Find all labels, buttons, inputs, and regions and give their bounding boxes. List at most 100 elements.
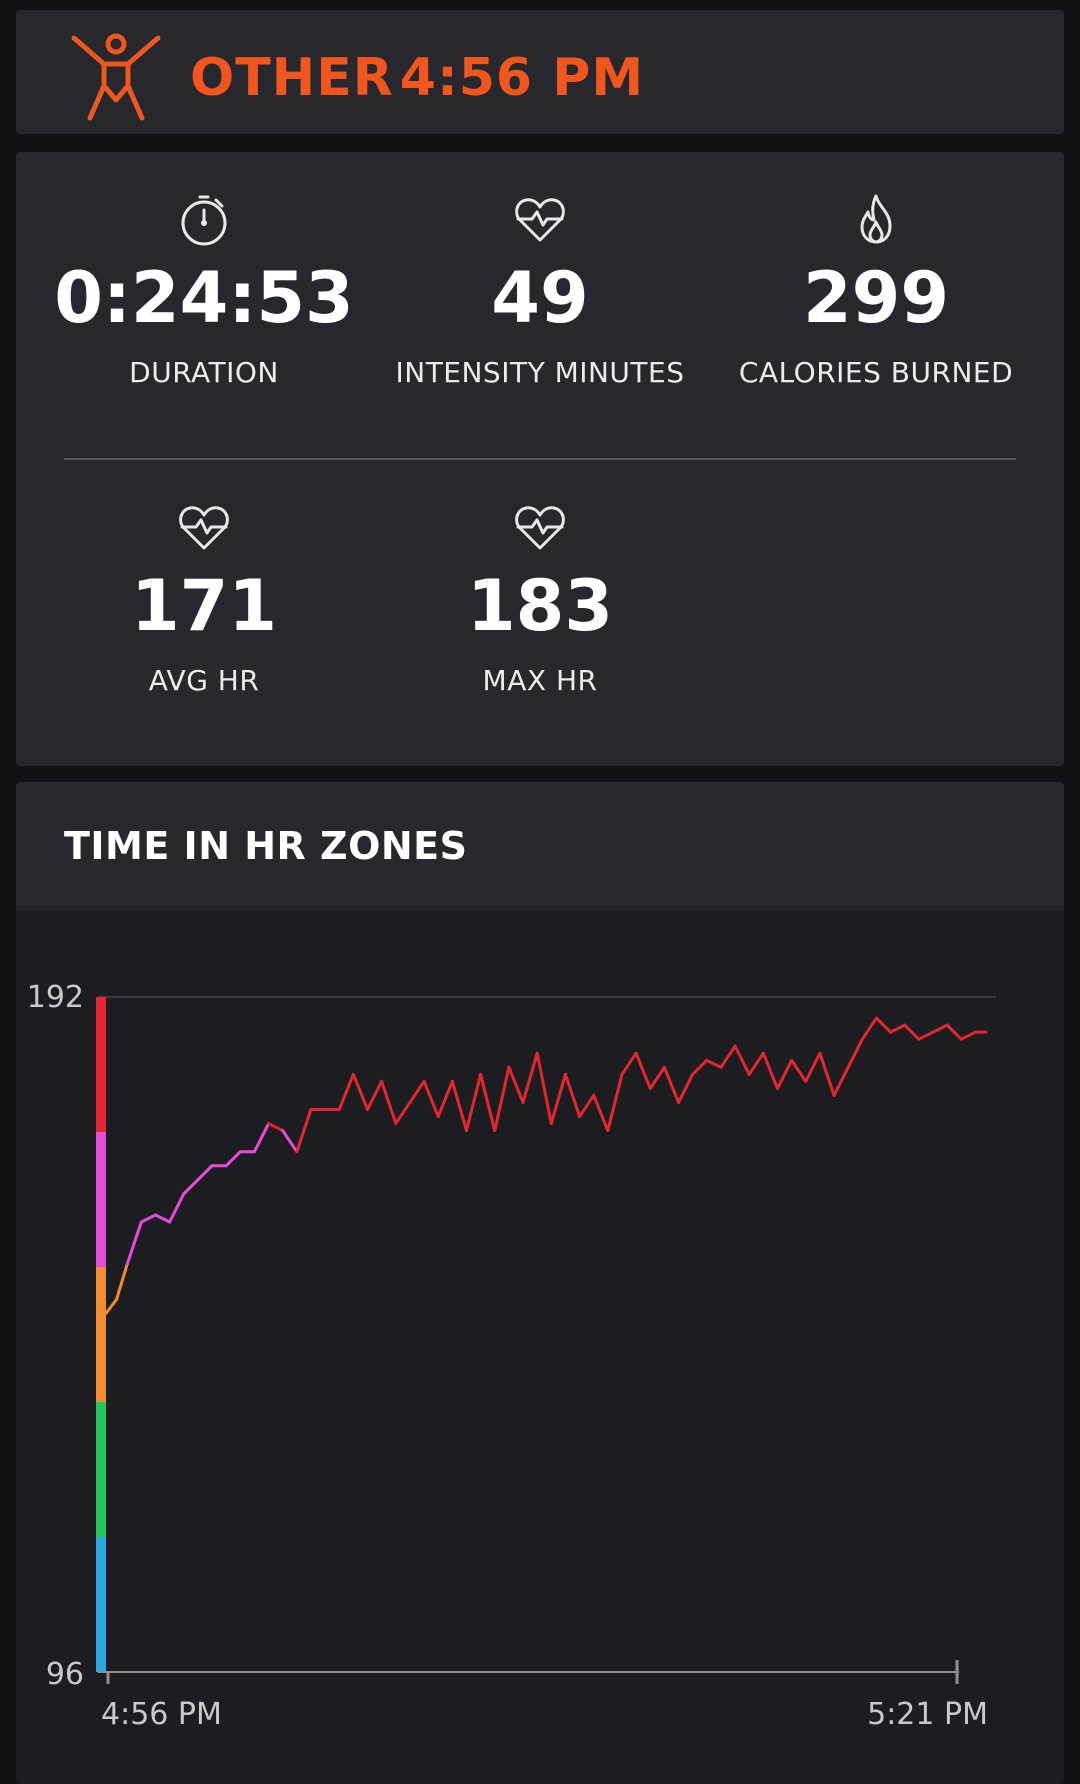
heart-pulse-icon [179, 506, 229, 550]
max-hr-label: MAX HR [482, 664, 598, 697]
zone-bar-1 [96, 1537, 106, 1672]
stat-calories: 299 CALORIES BURNED [706, 192, 1046, 389]
hr-line [104, 1016, 988, 1315]
hr-line-segment [846, 1037, 864, 1069]
y-tick-label-max: 192 [27, 980, 84, 1015]
hr-line-segment [945, 1023, 963, 1041]
hr-line-segment [620, 1051, 638, 1076]
hr-zones-chart: 192 96 4:56 PM 5:21 PM [27, 980, 996, 1732]
hr-line-segment [705, 1058, 723, 1069]
max-hr-value: 183 [466, 565, 614, 647]
stat-max-hr: 183 MAX HR [370, 500, 710, 697]
hr-line-segment [719, 1044, 737, 1069]
hr-line-segment [775, 1058, 794, 1090]
hr-zones-title: TIME IN HR ZONES [64, 824, 468, 868]
hr-line-segment [549, 1072, 567, 1126]
stats-panel: 0:24:53 DURATION 49 INTENSITY MINUTES 29… [16, 152, 1064, 766]
hr-line-segment [366, 1079, 384, 1111]
hr-line-segment [733, 1044, 751, 1076]
hr-line-segment [168, 1192, 186, 1224]
hr-line-segment [436, 1079, 454, 1119]
hr-line-segment [115, 1262, 129, 1301]
hr-line-segment [479, 1072, 497, 1133]
zone-bar-2 [96, 1402, 106, 1537]
heart-pulse-icon [515, 198, 565, 242]
hr-line-segment [281, 1129, 299, 1154]
zone-bar-4 [96, 1132, 106, 1267]
hr-line-segment [351, 1072, 370, 1111]
hr-line-segment [394, 1100, 412, 1126]
hr-line-segment [224, 1150, 242, 1168]
calories-value: 299 [802, 257, 950, 339]
zone-bar-5 [96, 997, 106, 1132]
hr-line-segment [578, 1093, 596, 1119]
hr-line-segment [903, 1023, 921, 1041]
heart-pulse-icon [515, 506, 565, 550]
hr-line-segment [889, 1023, 907, 1034]
avg-hr-value: 171 [130, 565, 278, 647]
hr-line-segment [691, 1058, 709, 1076]
hr-line-segment [252, 1122, 271, 1154]
intensity-minutes-value: 49 [491, 257, 589, 339]
flame-icon [860, 194, 892, 244]
hr-line-segment [125, 1220, 143, 1266]
hr-line-segment [747, 1051, 765, 1076]
hr-line-segment [139, 1213, 157, 1224]
x-tick-label-start: 4:56 PM [101, 1697, 222, 1732]
avg-hr-label: AVG HR [148, 664, 260, 697]
activity-type: OTHER [190, 48, 394, 108]
hr-line-segment [606, 1072, 624, 1133]
hr-line-segment [422, 1079, 440, 1119]
hr-line-segment [592, 1093, 610, 1133]
stat-avg-hr: 171 AVG HR [34, 500, 374, 697]
hr-line-segment [464, 1072, 483, 1133]
calories-label: CALORIES BURNED [738, 356, 1014, 389]
intensity-minutes-label: INTENSITY MINUTES [395, 356, 685, 389]
hr-line-segment [860, 1016, 878, 1041]
hr-line-segment [535, 1051, 553, 1126]
zone-bar-3 [96, 1267, 106, 1402]
hr-line-segment [662, 1065, 681, 1104]
stat-duration: 0:24:53 DURATION [34, 192, 374, 389]
duration-label: DURATION [129, 356, 279, 389]
hr-line-segment [493, 1065, 511, 1133]
activity-title: OTHER 4:56 PM [190, 48, 644, 108]
hr-line-segment [874, 1016, 893, 1034]
hr-line-segment [104, 1297, 119, 1315]
hr-line-segment [337, 1072, 355, 1111]
hr-line-segment [832, 1065, 850, 1097]
activity-start-time: 4:56 PM [399, 48, 645, 108]
hr-line-segment [931, 1023, 949, 1034]
hr-line-segment [959, 1030, 977, 1041]
hr-zones-header: TIME IN HR ZONES [16, 782, 1064, 910]
stat-intensity-minutes: 49 INTENSITY MINUTES [370, 192, 710, 389]
hr-line-segment [790, 1058, 808, 1083]
hr-line-segment [153, 1213, 172, 1224]
hr-line-segment [648, 1065, 666, 1090]
hr-line-segment [677, 1072, 695, 1104]
activity-header[interactable]: OTHER 4:56 PM [16, 10, 1064, 134]
hr-line-segment [818, 1051, 836, 1097]
hr-line-segment [804, 1051, 822, 1083]
stopwatch-icon [181, 195, 227, 246]
hr-line-segment [182, 1178, 200, 1196]
hr-line-segment [563, 1072, 582, 1119]
hr-line-segment [521, 1051, 539, 1104]
hr-line-segment [408, 1079, 426, 1104]
y-tick-label-min: 96 [46, 1657, 84, 1692]
hr-line-segment [380, 1079, 398, 1126]
hr-line-segment [761, 1051, 779, 1090]
hr-line-segment [267, 1122, 285, 1133]
zone-bars [96, 997, 106, 1672]
hr-line-segment [917, 1030, 935, 1041]
hr-line-segment [507, 1065, 525, 1104]
hr-line-segment [450, 1079, 468, 1133]
hr-zones-card: TIME IN HR ZONES 192 96 4:56 PM 5:21 PM [16, 782, 1064, 1784]
hr-line-segment [634, 1051, 652, 1090]
stats-divider [64, 458, 1016, 460]
x-tick-label-end: 5:21 PM [867, 1697, 988, 1732]
duration-value: 0:24:53 [54, 257, 354, 339]
hr-line-segment [196, 1164, 214, 1182]
person-activity-icon [71, 33, 161, 121]
hr-line-segment [295, 1108, 313, 1154]
